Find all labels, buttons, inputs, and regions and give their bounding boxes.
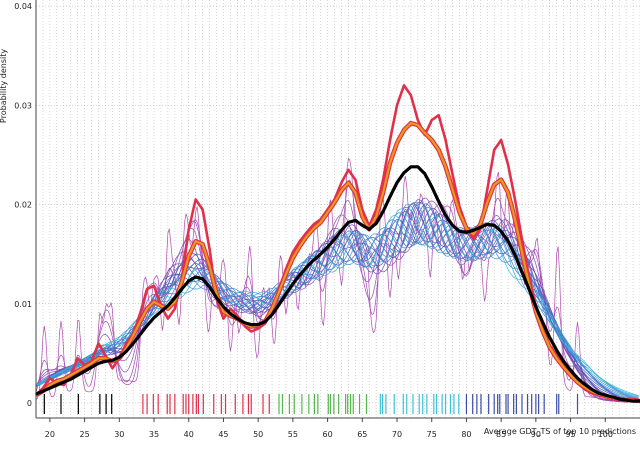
x-tick-label: 50 [253,430,263,439]
x-tick-label: 35 [149,430,159,439]
density_orange-line [35,122,640,403]
density-estimate-curve [35,206,639,400]
x-tick-label: 100 [598,430,613,439]
x-tick-label: 95 [565,430,575,439]
axes [35,0,640,419]
x-tick-label: 75 [427,430,437,439]
density-series [34,84,640,404]
x-tick-label: 45 [218,430,228,439]
y-tick-label: 0.01 [14,300,32,309]
x-tick-label: 20 [45,430,55,439]
x-tick-label: 90 [531,430,541,439]
x-tick-label: 30 [114,430,124,439]
x-tick-label: 80 [461,430,471,439]
x-tick-label: 85 [496,430,506,439]
x-tick-label: 40 [184,430,194,439]
x-tick-label: 55 [288,430,298,439]
density_black-line [35,165,640,403]
x-tick-label: 60 [322,430,332,439]
y-axis-title: Probability density [0,49,8,123]
density-estimate-curve [35,200,639,403]
x-tick-label: 65 [357,430,367,439]
y-tick-label: 0.02 [14,201,32,210]
grid-lines [35,0,640,418]
x-axis-title: Average GDT_TS of top 10 predictions [484,427,636,436]
tick-labels: 20 25 30 35 40 45 50 55 60 65 70 75 80 85 90 95 100 0 0.01… [14,2,613,439]
x-tick-label: 25 [80,430,90,439]
rug-plot [43,394,579,414]
density-estimate-curve [35,157,639,403]
y-tick-label: 0.03 [14,101,32,110]
y-tick-label: 0.04 [14,2,32,11]
density-estimate-curve [35,200,639,403]
y-tick-label: 0 [27,399,32,408]
x-tick-label: 70 [392,430,402,439]
